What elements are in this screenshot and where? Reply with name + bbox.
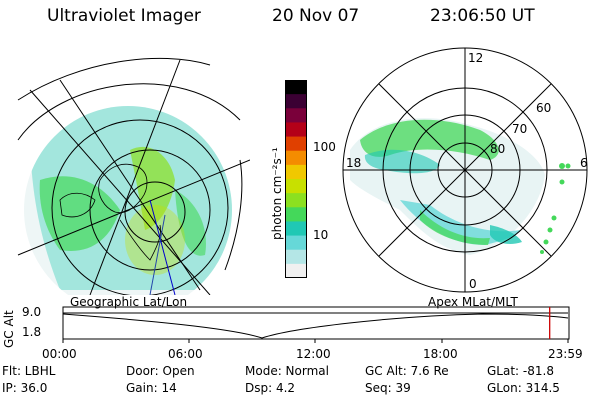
colorbar-tick-10: 10 [313,228,329,242]
altitude-xtick-2359: 23:59 [548,347,583,361]
colorbar-band [285,164,307,180]
geographic-map [17,57,250,295]
colorbar-band [285,122,307,138]
colorbar-band [285,94,307,109]
colorbar-band [285,80,307,95]
altitude-xtick-0600: 06:00 [168,347,203,361]
instrument-title: Ultraviolet Imager [47,6,201,26]
magnetic-polar-map: 12 18 6 0 60 70 80 [342,47,588,293]
image-time: 23:06:50 UT [430,6,535,26]
info-door: Door: Open [126,364,195,378]
image-date: 20 Nov 07 [272,6,360,26]
right-map-caption: Apex MLat/MLT [428,295,518,309]
mlt-label-18: 18 [346,156,361,170]
altitude-curve [62,313,569,339]
info-glat: GLat: -81.8 [487,364,554,378]
mlt-label-0: 0 [469,277,477,291]
altitude-plot-frame [62,306,570,340]
altitude-ytick-9: 9.0 [22,305,42,319]
mlt-label-6: 6 [580,156,588,170]
info-glon: GLon: 314.5 [487,381,560,395]
lat-label-80: 80 [490,142,505,156]
info-dsp: Dsp: 4.2 [245,381,296,395]
altitude-xtick-1200: 12:00 [296,347,331,361]
colorbar-band [285,136,307,152]
colorbar-gradient [285,80,307,279]
info-ip: IP: 36.0 [2,381,48,395]
colorbar-band [285,221,307,237]
info-seq: Seq: 39 [365,381,411,395]
left-map-caption: Geographic Lat/Lon [70,295,188,309]
colorbar-band [285,179,307,194]
altitude-ytick-1-8: 1.8 [22,325,42,339]
colorbar-band [285,249,307,265]
colorbar-unit-label: photon cm⁻²s⁻¹ [270,147,284,240]
info-mode: Mode: Normal [245,364,329,378]
colorbar-border [285,80,307,278]
lat-label-70: 70 [512,122,527,136]
colorbar-band [285,150,307,166]
colorbar-band [285,263,307,279]
altitude-plot [62,306,570,343]
colorbar [285,80,307,279]
mlt-label-12: 12 [468,51,483,65]
colorbar-band [285,235,307,251]
colorbar-tick-100: 100 [313,140,336,154]
info-gain: Gain: 14 [126,381,177,395]
info-gc-alt: GC Alt: 7.6 Re [365,364,449,378]
altitude-ylabel: GC Alt [2,310,16,348]
colorbar-band [285,108,307,123]
info-filter: Flt: LBHL [2,364,56,378]
colorbar-band [285,193,307,208]
altitude-xtick-1800: 18:00 [423,347,458,361]
lat-label-60: 60 [536,101,551,115]
altitude-xtick-0000: 00:00 [42,347,77,361]
colorbar-band [285,207,307,222]
